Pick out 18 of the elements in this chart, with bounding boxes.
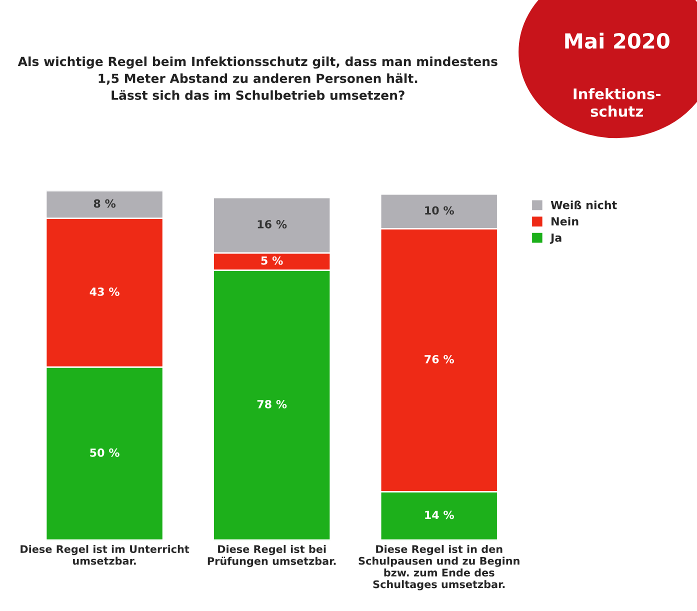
data-label: 78 %: [257, 400, 287, 408]
data-label: 8 %: [94, 199, 116, 208]
legend-label: Weiß nicht: [550, 200, 617, 210]
chart-title: Als wichtige Regel beim Infektionsschutz gilt, dass man mindestens 1,5 Meter Abstand zu anderen Personen hält. Lässt sich das im Schulbetrieb umsetzen?: [18, 56, 498, 100]
legend-label: Nein: [552, 216, 578, 226]
x-tick-label: Diese Regel ist im Unterricht umsetzbar.: [20, 544, 190, 565]
data-label: 14 %: [425, 510, 454, 520]
text: Infektions- schutz: [574, 88, 660, 117]
data-label: 5 %: [261, 256, 283, 265]
text: Mai 2020: [565, 32, 670, 49]
data-label: 50 %: [90, 448, 120, 457]
data-label: 16 %: [258, 220, 287, 228]
x-tick-label: Diese Regel ist bei Prüfungen umsetzbar.: [208, 544, 336, 568]
data-label: 10 %: [425, 206, 454, 215]
x-tick-label: Diese Regel ist in den Schulpausen und zu Beginn bzw. zum Ende des Schultages umsetzbar.: [358, 544, 520, 590]
data-label: 76 %: [424, 355, 454, 364]
data-label: 43 %: [90, 288, 120, 296]
legend-label: Ja: [550, 234, 562, 244]
